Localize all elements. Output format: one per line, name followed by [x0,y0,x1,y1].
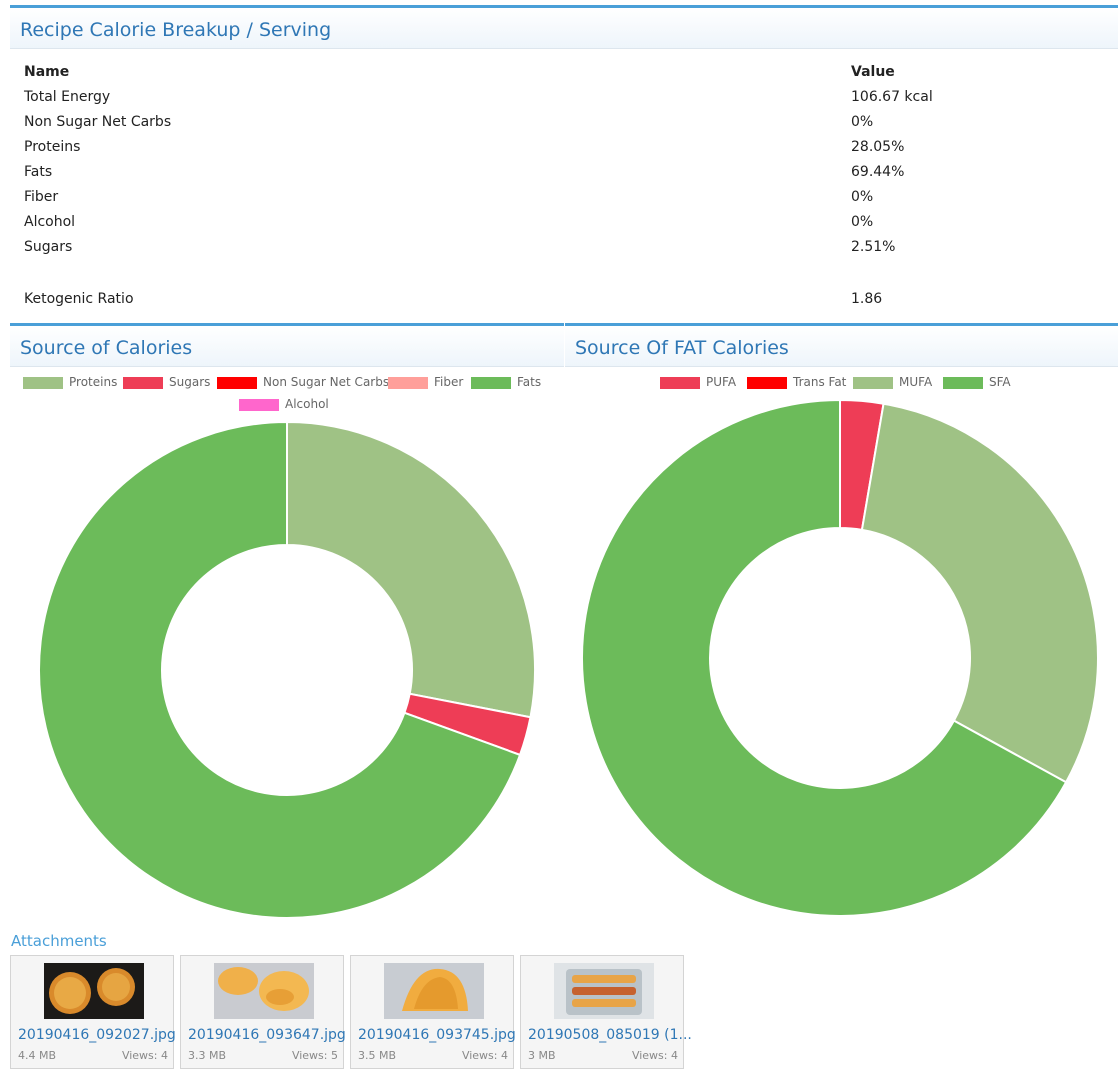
views-label: Views: [631,1049,668,1062]
row-value: 0% [851,214,874,230]
ketogenic-ratio-row: Ketogenic Ratio 1.86 [24,291,1114,315]
table-row: Non Sugar Net Carbs 0% [24,114,1114,138]
views-label: Views: [291,1049,328,1062]
table-row: Alcohol 0% [24,214,1114,238]
row-name: Non Sugar Net Carbs [24,114,172,130]
table-row: Proteins 28.05% [24,139,1114,163]
attachment-name[interactable]: 20190416_093647.jpg [188,1027,346,1043]
attachment-card[interactable]: 20190416_093647.jpg 3.3 MB Views: 5 [180,955,346,1069]
legend-swatch [217,377,257,389]
row-name: Proteins [24,139,81,155]
legend-swatch [239,399,279,411]
attachments-title: Attachments [11,932,107,950]
donut-slice-proteins[interactable] [286,420,536,719]
table-row: Fiber 0% [24,189,1114,213]
attachment-views: Views: 4 [462,1049,508,1062]
attachment-card[interactable]: 20190416_093745.jpg 3.5 MB Views: 4 [350,955,516,1069]
source-of-calories-donut-chart [38,420,536,919]
breakup-table-header: Name Value [24,64,1114,88]
legend-swatch [471,377,511,389]
attachment-size: 3.5 MB [358,1049,397,1062]
table-row: Total Energy 106.67 kcal [24,89,1114,113]
views-label: Views: [121,1049,158,1062]
legend-label: Sugars [169,375,211,389]
attachment-size: 4.4 MB [18,1049,57,1062]
legend-swatch [853,377,893,389]
views-label: Views: [461,1049,498,1062]
row-name: Sugars [24,239,73,255]
attachment-card[interactable]: 20190416_092027.jpg 4.4 MB Views: 4 [10,955,176,1069]
row-value: 0% [851,114,874,130]
attachment-size: 3 MB [528,1049,556,1062]
legend-label: PUFA [706,375,737,389]
views-count: 4 [161,1049,168,1062]
row-value: 1.86 [851,291,883,307]
calorie-breakup-header: Recipe Calorie Breakup / Serving [10,5,1118,49]
source-of-calories-title: Source of Calories [20,337,193,359]
legend-swatch [23,377,63,389]
tacos-tray-photo-icon[interactable] [554,963,654,1019]
donut-slice-mufa[interactable] [860,402,1099,784]
legend-label: Fiber [434,375,464,389]
source-of-fat-calories-header: Source Of FAT Calories [565,323,1118,367]
table-row: Fats 69.44% [24,164,1114,188]
legend-label: Trans Fat [793,375,847,389]
legend-label: SFA [989,375,1011,389]
row-name: Alcohol [24,214,76,230]
row-value: 28.05% [851,139,905,155]
source-of-fat-calories-donut-chart [581,398,1099,917]
attachment-views: Views: 5 [292,1049,338,1062]
views-count: 4 [671,1049,678,1062]
legend-swatch [943,377,983,389]
row-value: 69.44% [851,164,905,180]
legend-label: Alcohol [285,397,329,411]
views-count: 5 [331,1049,338,1062]
attachment-name[interactable]: 20190416_093745.jpg [358,1027,516,1043]
source-of-fat-calories-title: Source Of FAT Calories [575,337,789,359]
taco-shell-photo-icon[interactable] [384,963,484,1019]
row-name: Total Energy [24,89,111,105]
row-value: 2.51% [851,239,896,255]
legend-swatch [660,377,700,389]
legend-label: MUFA [899,375,933,389]
row-name: Fats [24,164,53,180]
chips-photo-icon[interactable] [214,963,314,1019]
attachment-name[interactable]: 20190508_085019 (1... [528,1027,692,1043]
row-value: 106.67 kcal [851,89,933,105]
cookies-photo-icon[interactable] [44,963,144,1019]
donut-slice-fats[interactable] [38,420,522,919]
legend-label: Proteins [69,375,118,389]
attachment-name[interactable]: 20190416_092027.jpg [18,1027,176,1043]
column-value-header: Value [851,64,895,80]
row-value: 0% [851,189,874,205]
row-name: Ketogenic Ratio [24,291,134,307]
attachment-size: 3.3 MB [188,1049,227,1062]
attachment-card[interactable]: 20190508_085019 (1... 3 MB Views: 4 [520,955,692,1069]
donut-slice-sfa[interactable] [581,398,1068,917]
table-row: Sugars 2.51% [24,239,1114,263]
legend-label: Fats [517,375,542,389]
legend-swatch [123,377,163,389]
attachment-views: Views: 4 [632,1049,678,1062]
calorie-breakup-title: Recipe Calorie Breakup / Serving [20,19,332,41]
source-of-calories-header: Source of Calories [10,323,564,367]
legend-label: Non Sugar Net Carbs [263,375,390,389]
legend-swatch [747,377,787,389]
attachment-views: Views: 4 [122,1049,168,1062]
row-name: Fiber [24,189,59,205]
views-count: 4 [501,1049,508,1062]
legend-swatch [388,377,428,389]
column-name-header: Name [24,64,70,80]
